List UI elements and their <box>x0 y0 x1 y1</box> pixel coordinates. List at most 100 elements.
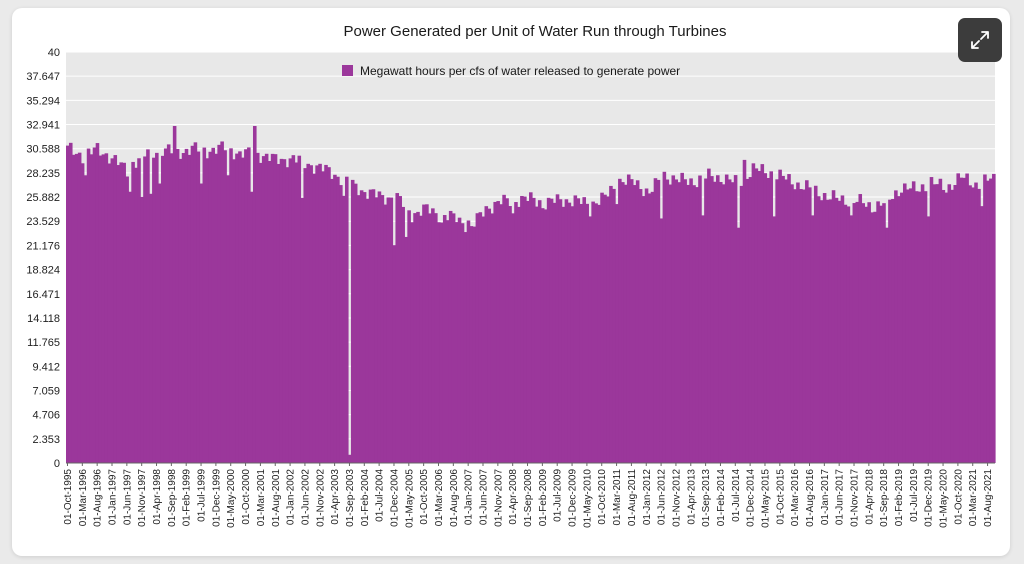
bar <box>846 206 851 463</box>
bar <box>739 185 744 463</box>
bar <box>701 215 705 463</box>
bar <box>724 174 729 464</box>
bar <box>662 171 667 464</box>
bar <box>511 213 515 463</box>
bar <box>226 175 230 464</box>
bar <box>505 198 509 464</box>
x-tick-label: 01-Apr-2018 <box>864 469 875 525</box>
bar <box>273 154 278 463</box>
x-tick-label: 01-Dec-2019 <box>924 469 935 527</box>
y-tick-label: 18.824 <box>26 265 60 277</box>
bar <box>445 220 450 463</box>
bar <box>327 167 331 463</box>
bar <box>116 165 121 464</box>
bar <box>671 175 676 463</box>
bar <box>356 195 361 463</box>
bar <box>330 178 334 463</box>
bar <box>674 179 679 463</box>
bar <box>597 204 601 464</box>
x-tick-label: 01-Jun-2007 <box>479 469 490 526</box>
bar <box>134 167 138 463</box>
y-tick-label: 14.118 <box>27 313 60 325</box>
bar <box>647 193 652 463</box>
bar <box>695 187 699 464</box>
bar <box>383 204 388 463</box>
bar <box>526 200 530 463</box>
bar <box>784 179 788 464</box>
y-tick-label: 28.235 <box>26 168 60 180</box>
bar <box>336 176 340 464</box>
bar <box>490 213 494 463</box>
bar <box>514 202 518 463</box>
bar <box>416 211 420 463</box>
x-tick-label: 01-Feb-2019 <box>894 469 905 527</box>
bar <box>208 151 213 463</box>
bar <box>902 183 907 463</box>
bar <box>437 222 441 463</box>
bar <box>754 168 759 464</box>
expand-button[interactable] <box>958 18 1002 62</box>
y-tick-label: 25.882 <box>26 192 60 204</box>
bar <box>517 206 521 463</box>
bar <box>368 189 373 463</box>
bar <box>454 222 459 463</box>
x-tick-label: 01-Jul-1999 <box>197 469 208 522</box>
bar <box>149 193 153 464</box>
bar <box>267 160 272 464</box>
x-tick-label: 01-Apr-2003 <box>330 469 341 525</box>
bar <box>229 148 233 463</box>
bar <box>813 185 818 463</box>
bar <box>247 147 251 463</box>
x-tick-label: 01-Apr-1998 <box>152 469 163 525</box>
bar <box>434 213 438 463</box>
bar <box>119 162 123 463</box>
bar <box>686 184 690 463</box>
bar <box>413 213 417 463</box>
bar <box>199 183 204 463</box>
bar <box>733 175 738 463</box>
bar <box>716 175 720 464</box>
bar <box>252 125 257 463</box>
x-tick-label: 01-May-2015 <box>760 469 771 528</box>
bar <box>632 185 637 464</box>
x-tick-label: 01-Jul-2009 <box>553 469 564 522</box>
x-tick-label: 01-Nov-2002 <box>315 469 326 527</box>
bar <box>736 227 741 463</box>
bar <box>392 245 397 463</box>
bar <box>837 200 842 463</box>
bar <box>873 211 877 463</box>
bar <box>496 201 500 464</box>
x-tick-label: 01-Jul-2019 <box>909 469 920 522</box>
x-tick-label: 01-Jun-2017 <box>835 469 846 526</box>
bar <box>692 185 696 463</box>
bar <box>350 179 355 463</box>
bar <box>810 215 815 463</box>
bar <box>66 145 70 464</box>
bar <box>576 198 581 463</box>
y-tick-label: 23.529 <box>26 216 60 228</box>
bar <box>377 191 382 463</box>
bar <box>163 148 168 463</box>
bar <box>181 153 186 463</box>
x-tick-label: 01-Oct-2000 <box>241 469 252 525</box>
bar <box>309 165 313 464</box>
x-tick-label: 01-Mar-2006 <box>434 469 445 527</box>
bar <box>606 196 610 463</box>
bar <box>537 200 542 463</box>
bar <box>947 184 952 463</box>
bar <box>558 199 563 464</box>
bar <box>603 194 607 464</box>
bar <box>285 167 290 463</box>
bar <box>339 185 343 463</box>
x-tick-label: 01-Mar-2016 <box>790 469 801 527</box>
bar <box>819 200 824 463</box>
bar <box>567 202 572 463</box>
bar <box>769 171 773 463</box>
bar <box>303 168 308 463</box>
bar <box>552 202 557 464</box>
x-tick-label: 01-Apr-2013 <box>686 469 697 525</box>
x-tick-label: 01-Aug-2011 <box>627 469 638 527</box>
bar <box>244 149 248 463</box>
bar <box>531 197 536 463</box>
